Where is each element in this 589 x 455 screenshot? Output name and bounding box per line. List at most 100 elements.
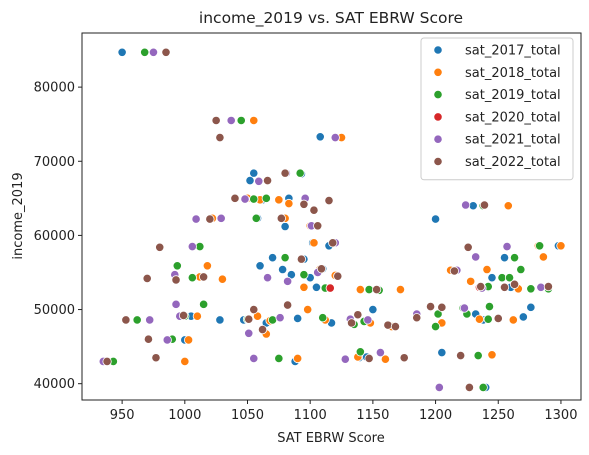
data-point (368, 304, 378, 315)
data-point (205, 214, 215, 224)
legend-label: sat_2019_total (465, 88, 561, 103)
x-tick-label: 1050 (231, 408, 264, 423)
data-point (372, 284, 382, 295)
data-point (299, 282, 309, 292)
x-tick-label: 1150 (356, 408, 389, 423)
legend-marker (433, 112, 443, 122)
data-point (280, 168, 290, 178)
legend-marker (433, 156, 443, 167)
data-point (556, 241, 566, 251)
y-tick-label: 70000 (34, 155, 75, 170)
data-point (249, 168, 259, 178)
x-tick-label: 950 (110, 408, 135, 423)
data-point (363, 315, 373, 325)
data-point (296, 254, 307, 264)
data-point (199, 272, 209, 282)
legend-label: sat_2021_total (465, 133, 561, 148)
data-point (324, 195, 334, 206)
data-point (502, 241, 512, 252)
data-point (449, 266, 459, 276)
data-point (226, 115, 236, 126)
data-point (215, 315, 225, 325)
data-point (145, 315, 155, 325)
data-point (244, 314, 254, 324)
data-point (267, 253, 278, 263)
data-point (328, 238, 338, 248)
data-point (262, 175, 273, 186)
data-point (299, 199, 309, 209)
y-tick-label: 80000 (34, 81, 75, 96)
data-point (140, 47, 150, 57)
data-point (463, 242, 473, 252)
data-point (180, 356, 190, 367)
data-point (330, 132, 340, 143)
data-point (466, 276, 476, 286)
data-point (340, 354, 350, 364)
data-point (255, 261, 265, 271)
data-point (199, 299, 209, 309)
data-point (474, 314, 485, 324)
data-point (162, 335, 172, 345)
legend-label: sat_2018_total (465, 66, 561, 81)
data-point (353, 310, 363, 320)
data-point (518, 312, 528, 322)
data-point (303, 304, 313, 315)
legend-label: sat_2022_total (465, 155, 561, 170)
data-point (471, 252, 481, 262)
data-point (346, 318, 357, 328)
data-point (155, 242, 165, 252)
data-point (536, 282, 546, 292)
data-point (171, 275, 181, 285)
data-point (383, 320, 393, 330)
data-point (161, 47, 171, 57)
data-point (504, 273, 515, 283)
data-point (293, 313, 303, 324)
data-point (102, 356, 112, 367)
data-point (313, 221, 323, 231)
legend-marker (433, 45, 443, 55)
data-point (503, 201, 513, 211)
data-point (375, 347, 385, 358)
data-point (249, 115, 259, 126)
legend-marker (433, 90, 443, 100)
data-point (430, 321, 441, 332)
data-point (309, 205, 319, 215)
data-point (172, 261, 182, 271)
data-point (535, 241, 545, 251)
data-point (178, 310, 189, 321)
data-point (499, 282, 510, 292)
data-point (142, 273, 152, 284)
data-point (249, 194, 259, 204)
data-point (543, 281, 554, 292)
data-point (509, 279, 520, 289)
data-point (315, 132, 325, 142)
data-point (430, 214, 441, 224)
data-point (277, 264, 288, 275)
data-point (295, 168, 305, 178)
data-point (217, 274, 228, 284)
data-point (468, 201, 478, 211)
data-point (425, 301, 436, 312)
data-point (333, 271, 343, 281)
x-axis-ticks: 950 1000 1050 1100 1150 1200 1250 1300 (110, 400, 577, 423)
x-tick-label: 1300 (544, 408, 577, 423)
data-point (230, 193, 240, 203)
data-point (499, 253, 510, 263)
plot-frame (81, 32, 582, 401)
data-point (316, 264, 327, 274)
data-point (249, 353, 259, 364)
x-tick-label: 1000 (168, 408, 201, 423)
data-point (459, 303, 469, 313)
data-point (280, 253, 290, 263)
data-point (187, 273, 197, 283)
data-point (192, 311, 202, 321)
y-tick-label: 50000 (34, 303, 75, 318)
data-point (434, 382, 444, 392)
data-point (325, 283, 335, 293)
data-point (476, 281, 486, 292)
x-tick-label: 1100 (294, 408, 327, 423)
data-point (249, 304, 259, 315)
data-point (380, 354, 391, 364)
data-point (254, 176, 264, 186)
data-point (251, 213, 261, 223)
